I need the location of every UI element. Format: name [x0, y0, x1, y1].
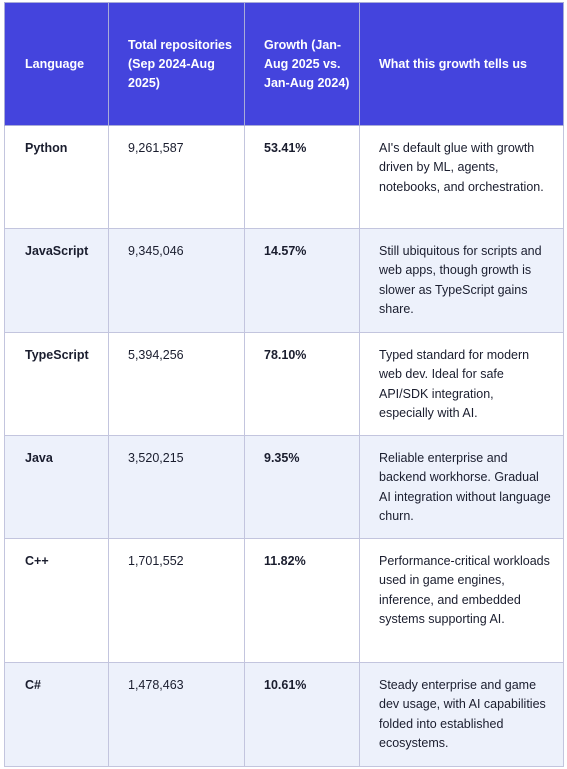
table-row: Java 3,520,215 9.35% Reliable enterprise…: [4, 435, 564, 539]
meaning-cell: Performance-critical workloads used in g…: [359, 538, 564, 663]
language-growth-table-container: Language Total repositories (Sep 2024-Au…: [4, 2, 564, 767]
table-row: TypeScript 5,394,256 78.10% Typed standa…: [4, 332, 564, 436]
language-cell: TypeScript: [4, 332, 109, 436]
language-cell: C++: [4, 538, 109, 663]
language-cell: Python: [4, 125, 109, 229]
header-language: Language: [4, 2, 109, 126]
table-row: JavaScript 9,345,046 14.57% Still ubiqui…: [4, 228, 564, 333]
table-body: Python 9,261,587 53.41% AI's default glu…: [4, 125, 564, 767]
meaning-cell: Still ubiquitous for scripts and web app…: [359, 228, 564, 333]
growth-cell: 78.10%: [244, 332, 360, 436]
header-row: Language Total repositories (Sep 2024-Au…: [4, 2, 564, 126]
language-cell: Java: [4, 435, 109, 539]
growth-cell: 10.61%: [244, 662, 360, 767]
total-repositories-cell: 3,520,215: [108, 435, 245, 539]
total-repositories-cell: 1,478,463: [108, 662, 245, 767]
table-row: C++ 1,701,552 11.82% Performance-critica…: [4, 538, 564, 663]
total-repositories-cell: 1,701,552: [108, 538, 245, 663]
language-cell: JavaScript: [4, 228, 109, 333]
meaning-cell: Steady enterprise and game dev usage, wi…: [359, 662, 564, 767]
total-repositories-cell: 9,261,587: [108, 125, 245, 229]
language-growth-table: Language Total repositories (Sep 2024-Au…: [4, 2, 564, 767]
table-header: Language Total repositories (Sep 2024-Au…: [4, 2, 564, 126]
table-row: Python 9,261,587 53.41% AI's default glu…: [4, 125, 564, 229]
header-growth: Growth (Jan-Aug 2025 vs. Jan-Aug 2024): [244, 2, 360, 126]
meaning-cell: Typed standard for modern web dev. Ideal…: [359, 332, 564, 436]
total-repositories-cell: 5,394,256: [108, 332, 245, 436]
header-total-repositories: Total repositories (Sep 2024-Aug 2025): [108, 2, 245, 126]
language-cell: C#: [4, 662, 109, 767]
growth-cell: 53.41%: [244, 125, 360, 229]
meaning-cell: AI's default glue with growth driven by …: [359, 125, 564, 229]
table-row: C# 1,478,463 10.61% Steady enterprise an…: [4, 662, 564, 767]
growth-cell: 14.57%: [244, 228, 360, 333]
meaning-cell: Reliable enterprise and backend workhors…: [359, 435, 564, 539]
header-meaning: What this growth tells us: [359, 2, 564, 126]
total-repositories-cell: 9,345,046: [108, 228, 245, 333]
growth-cell: 9.35%: [244, 435, 360, 539]
growth-cell: 11.82%: [244, 538, 360, 663]
